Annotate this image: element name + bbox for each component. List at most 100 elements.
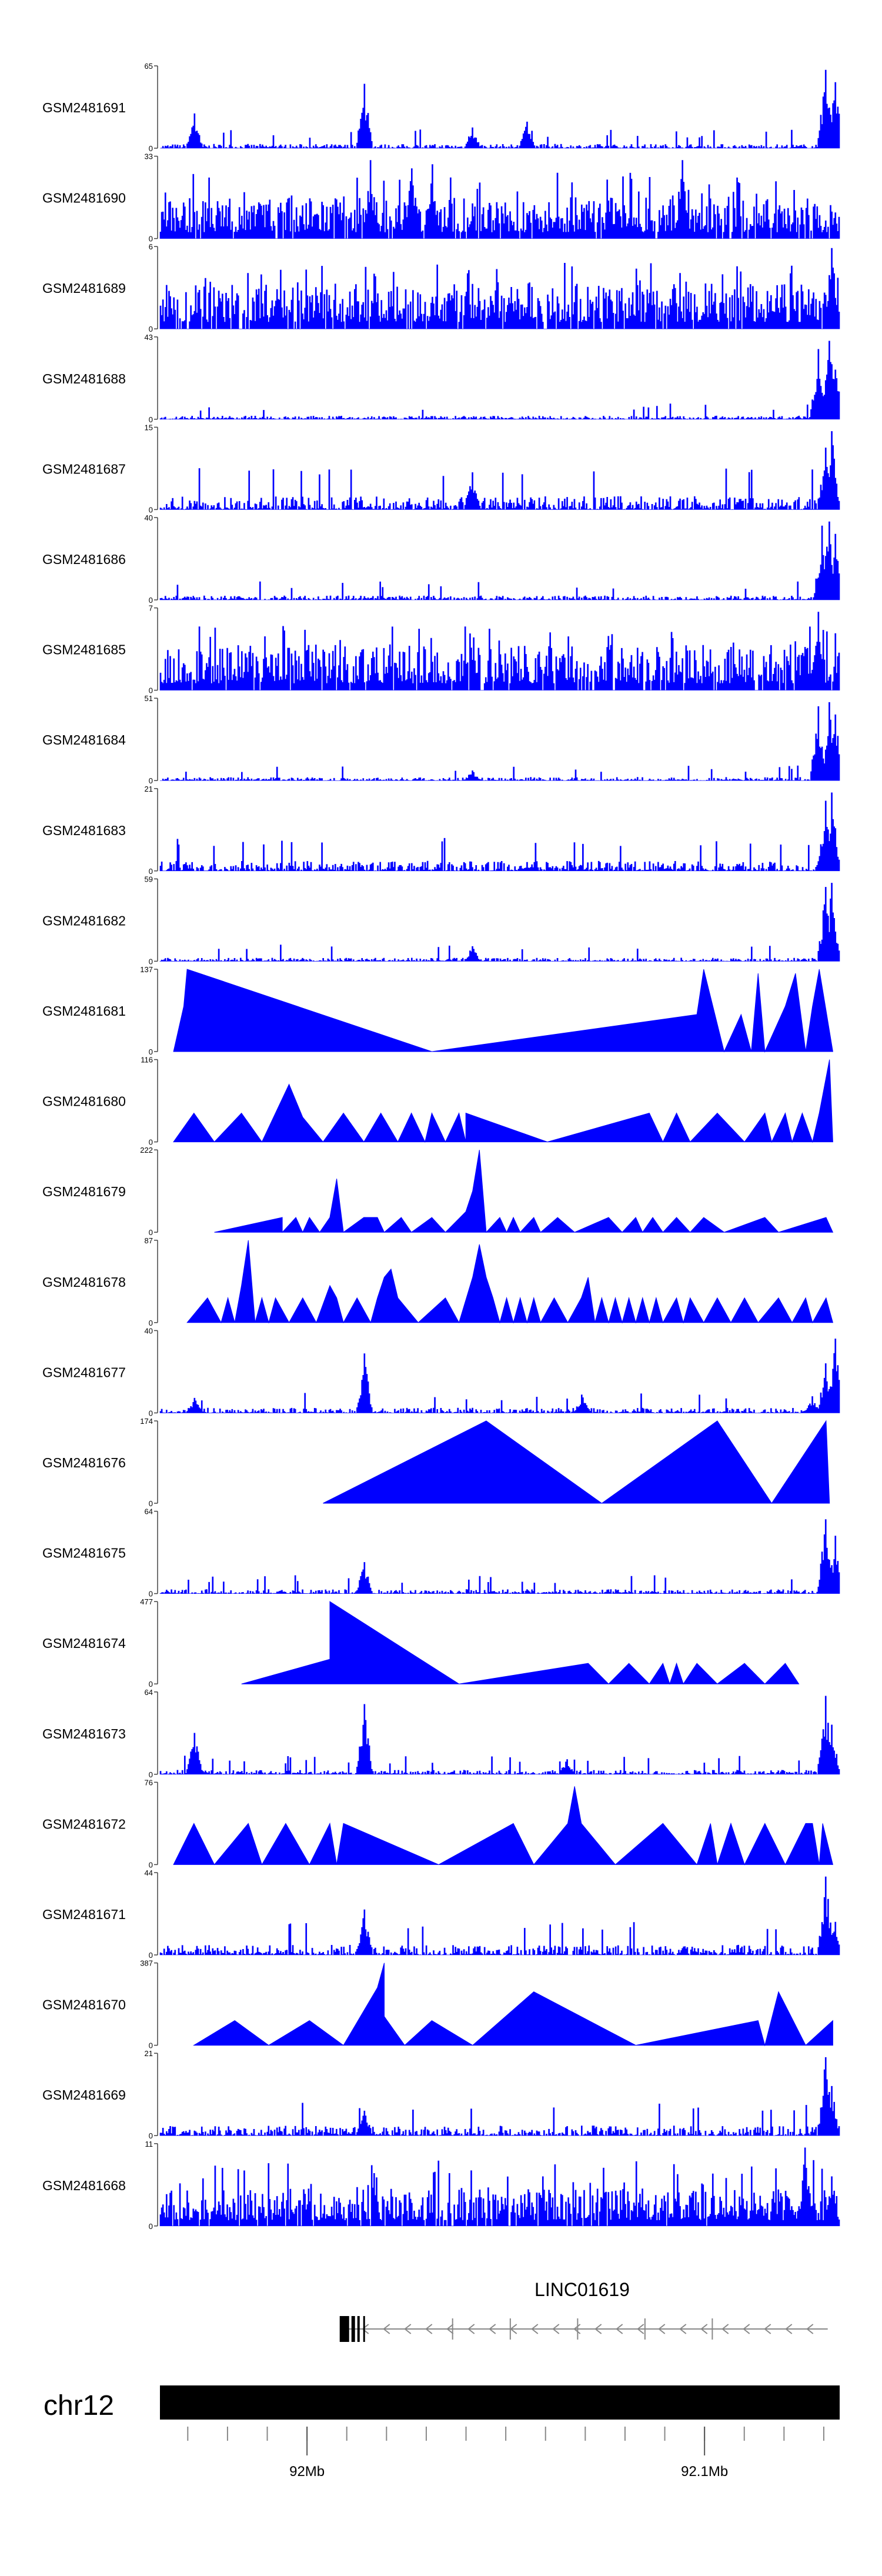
track-GSM2481675: GSM2481675 64 0 — [42, 1507, 840, 1599]
y-zero-label: 0 — [149, 1590, 153, 1599]
track-GSM2481691: GSM2481691 65 0 — [42, 62, 840, 153]
track-label: GSM2481669 — [42, 2087, 126, 2103]
y-zero-label: 0 — [149, 1951, 153, 1960]
signal-tracks: GSM2481691650GSM2481690330GSM248168960GS… — [42, 62, 840, 2231]
strand-arrow — [785, 2324, 793, 2334]
strand-arrow — [616, 2324, 623, 2334]
signal-area — [159, 612, 840, 690]
track-GSM2481674: GSM2481674 477 0 — [42, 1597, 800, 1689]
y-max-label: 40 — [145, 1326, 153, 1335]
y-zero-label: 0 — [149, 2041, 153, 2050]
track-GSM2481686: GSM2481686 40 0 — [42, 513, 840, 605]
strand-arrow — [573, 2324, 581, 2334]
track-GSM2481688: GSM2481688 43 0 — [42, 333, 840, 424]
y-zero-label: 0 — [149, 1680, 153, 1689]
signal-area — [193, 1963, 833, 2047]
major-tick-label: 92Mb — [289, 2464, 325, 2480]
track-GSM2481672: GSM2481672 76 0 — [42, 1778, 834, 1869]
y-zero-label: 0 — [149, 867, 153, 876]
track-label: GSM2481686 — [42, 552, 126, 567]
track-GSM2481682: GSM2481682 59 0 — [42, 875, 840, 966]
y-max-label: 6 — [149, 242, 153, 251]
y-max-label: 64 — [145, 1688, 153, 1697]
track-label: GSM2481684 — [42, 732, 126, 748]
strand-arrow — [383, 2324, 390, 2334]
y-zero-label: 0 — [149, 1138, 153, 1147]
track-label: GSM2481672 — [42, 1816, 126, 1831]
strand-arrow — [425, 2324, 433, 2334]
signal-area — [173, 1059, 833, 1143]
strand-arrow — [489, 2324, 496, 2334]
signal-area — [159, 2147, 840, 2227]
track-GSM2481680: GSM2481680 116 0 — [42, 1056, 833, 1147]
track-label: GSM2481688 — [42, 371, 126, 386]
y-zero-label: 0 — [149, 1770, 153, 1779]
signal-area — [241, 1601, 800, 1685]
track-label: GSM2481674 — [42, 1636, 126, 1651]
track-GSM2481669: GSM2481669 21 0 — [42, 2049, 840, 2140]
strand-arrow — [700, 2324, 708, 2334]
track-label: GSM2481680 — [42, 1094, 126, 1109]
y-zero-label: 0 — [149, 1319, 153, 1327]
track-label: GSM2481681 — [42, 1003, 126, 1019]
y-zero-label: 0 — [149, 505, 153, 514]
track-label: GSM2481682 — [42, 913, 126, 928]
track-label: GSM2481691 — [42, 100, 126, 115]
strand-arrow — [446, 2324, 454, 2334]
y-max-label: 33 — [145, 152, 153, 161]
gene-exon — [363, 2316, 365, 2342]
track-GSM2481671: GSM2481671 44 0 — [42, 1868, 840, 1960]
strand-arrow — [594, 2324, 602, 2334]
track-label: GSM2481671 — [42, 1907, 126, 1922]
signal-area — [323, 1420, 830, 1504]
signal-area — [159, 792, 840, 872]
y-max-label: 59 — [145, 875, 153, 883]
signal-area — [173, 969, 833, 1053]
track-GSM2481687: GSM2481687 15 0 — [42, 423, 840, 514]
strand-arrow — [362, 2324, 369, 2334]
chromosome-ideogram: chr12 92Mb 92.1Mb — [44, 2385, 840, 2480]
chromosome-label: chr12 — [44, 2390, 114, 2421]
strand-arrow — [531, 2324, 539, 2334]
y-zero-label: 0 — [149, 957, 153, 966]
signal-area — [159, 341, 840, 420]
signal-area — [159, 160, 840, 239]
y-max-label: 65 — [145, 62, 153, 71]
signal-area — [159, 2057, 840, 2136]
track-label: GSM2481685 — [42, 642, 126, 658]
track-label: GSM2481673 — [42, 1726, 126, 1741]
y-zero-label: 0 — [149, 1047, 153, 1056]
signal-area — [214, 1150, 834, 1233]
y-zero-label: 0 — [149, 776, 153, 785]
y-max-label: 21 — [145, 785, 153, 793]
signal-area — [173, 1786, 834, 1866]
y-zero-label: 0 — [149, 325, 153, 333]
signal-area — [160, 702, 840, 781]
track-GSM2481673: GSM2481673 64 0 — [42, 1688, 840, 1779]
y-max-label: 51 — [145, 694, 153, 703]
strand-arrow — [743, 2324, 750, 2334]
major-tick-label: 92.1Mb — [681, 2464, 728, 2480]
signal-area — [160, 69, 840, 149]
track-GSM2481678: GSM2481678 87 0 — [42, 1236, 834, 1327]
y-zero-label: 0 — [149, 686, 153, 695]
strand-arrow — [679, 2324, 687, 2334]
signal-area — [159, 1519, 840, 1594]
y-zero-label: 0 — [149, 1228, 153, 1237]
signal-area — [159, 521, 840, 600]
gene-exon — [339, 2316, 349, 2342]
y-zero-label: 0 — [149, 2131, 153, 2140]
y-max-label: 40 — [145, 513, 153, 522]
y-max-label: 174 — [140, 1417, 153, 1426]
strand-arrow — [552, 2324, 560, 2334]
signal-area — [186, 1240, 834, 1324]
y-zero-label: 0 — [149, 2222, 153, 2231]
strand-arrow — [721, 2324, 729, 2334]
y-max-label: 76 — [145, 1778, 153, 1787]
track-GSM2481685: GSM2481685 7 0 — [42, 604, 840, 695]
y-zero-label: 0 — [149, 1499, 153, 1508]
track-GSM2481670: GSM2481670 387 0 — [42, 1959, 833, 2050]
y-max-label: 21 — [145, 2049, 153, 2058]
y-max-label: 116 — [141, 1056, 153, 1065]
